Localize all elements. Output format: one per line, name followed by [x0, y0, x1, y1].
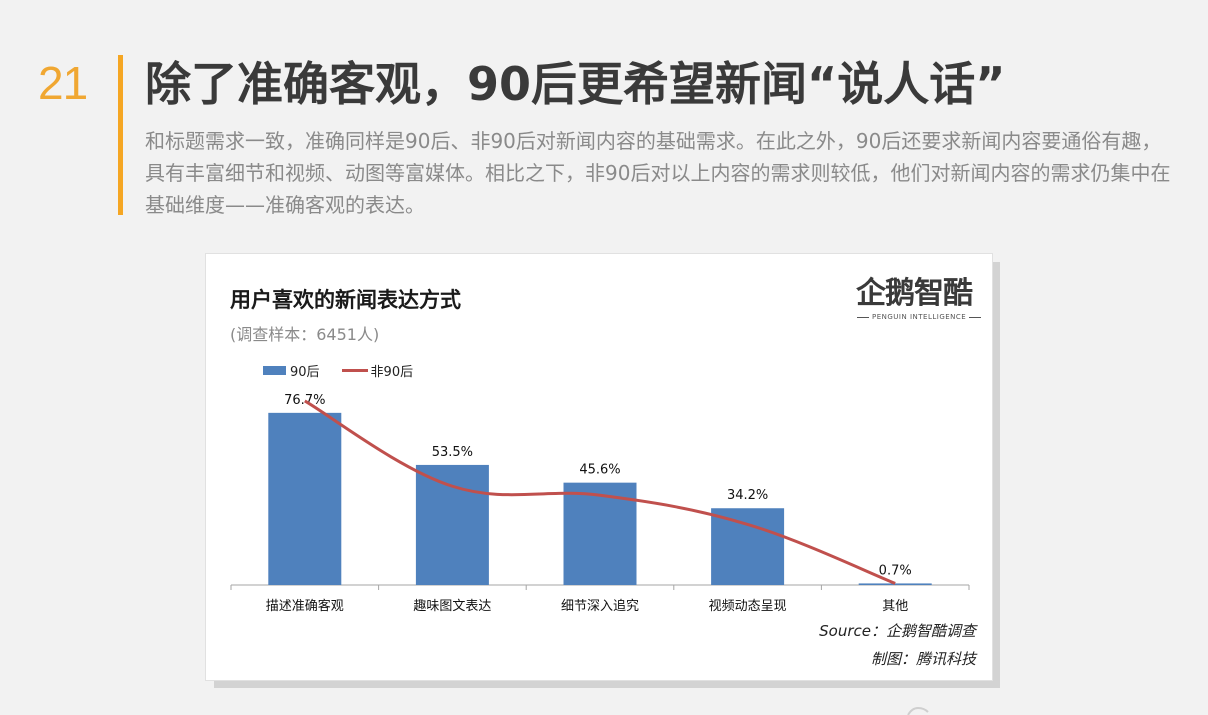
logo-subtitle-text: PENGUIN INTELLIGENCE — [872, 313, 967, 321]
x-tick-label: 其他 — [882, 599, 908, 614]
chart-subtitle: (调查样本：6451人) — [230, 325, 380, 344]
bar-data-label: 0.7% — [879, 563, 912, 578]
page-number: 21 — [38, 57, 88, 109]
credit-note: 制图：腾讯科技 — [870, 650, 976, 668]
x-tick-label: 趣味图文表达 — [413, 599, 491, 614]
bar-data-label: 45.6% — [579, 463, 620, 478]
chart-legend: 90后 非90后 — [263, 361, 435, 380]
legend-item-90s: 90后 — [263, 361, 320, 380]
bar-data-label: 34.2% — [727, 488, 768, 503]
x-tick-label: 视频动态呈现 — [709, 599, 787, 614]
bar-90s — [268, 412, 342, 585]
page-title: 除了准确客观，90后更希望新闻“说人话” — [145, 57, 1006, 111]
chart-plot: 76.7% 53.5% 45.6% 34.2% 0.7% 描述准确客观 趣味图文表达 细节深入… — [230, 393, 970, 614]
bar-data-label: 53.5% — [432, 445, 473, 460]
x-tick-label: 描述准确客观 — [266, 598, 344, 614]
logo-mark: 企鹅智酷 — [856, 276, 973, 311]
source-note: Source：企鹅智酷调查 — [819, 622, 976, 640]
penguin-icon — [907, 706, 929, 715]
chart-title: 用户喜欢的新闻表达方式 — [230, 288, 461, 312]
logo-subtitle: PENGUIN INTELLIGENCE — [854, 312, 982, 321]
bar-data-label: 76.7% — [284, 393, 325, 408]
accent-bar — [118, 55, 123, 215]
legend-item-non90s: 非90后 — [341, 361, 414, 380]
legend-label-90s: 90后 — [290, 365, 320, 380]
legend-swatch-line — [341, 369, 368, 372]
line-non90s — [304, 399, 896, 585]
bar-90s — [858, 583, 932, 585]
bar-90s — [415, 464, 489, 585]
bar-90s — [711, 508, 785, 585]
legend-swatch-bar — [263, 366, 286, 375]
penguin-intelligence-logo: 企鹅智酷 PENGUIN INTELLIGENCE — [854, 268, 982, 321]
x-tick-label: 细节深入追究 — [561, 598, 639, 614]
page-description: 和标题需求一致，准确同样是90后、非90后对新闻内容的基础需求。在此之外，90后… — [145, 129, 1171, 217]
legend-label-non90s: 非90后 — [370, 365, 414, 380]
chart-card: 用户喜欢的新闻表达方式 (调查样本：6451人) 90后 非90后 企鹅智酷 P… — [205, 253, 993, 681]
